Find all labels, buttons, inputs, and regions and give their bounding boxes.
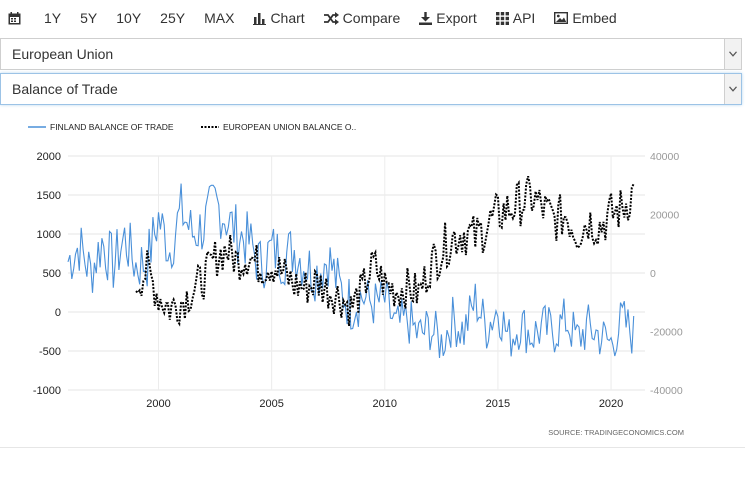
toolbar-label: MAX — [204, 10, 235, 26]
indicator-select[interactable]: Balance of Trade — [0, 73, 742, 105]
toolbar-label: 5Y — [80, 10, 98, 26]
image-icon — [554, 12, 572, 24]
toolbar-label: API — [512, 10, 536, 26]
legend-label-finland: FINLAND BALANCE OF TRADE — [50, 122, 174, 132]
y-left-tick-label: 1000 — [37, 229, 61, 241]
y-right-tick-label: 40000 — [650, 151, 679, 163]
country-select[interactable]: European Union — [0, 38, 742, 70]
series-line-finland — [67, 183, 635, 358]
toolbar-1y-button[interactable]: 1Y — [44, 10, 61, 26]
source-label: SOURCE: TRADINGECONOMICS.COM — [548, 428, 684, 437]
toolbar-label: Embed — [572, 10, 617, 26]
y-right-tick-label: 0 — [650, 268, 656, 280]
toolbar-10y-button[interactable]: 10Y — [116, 10, 141, 26]
toolbar-label: Compare — [342, 10, 401, 26]
toolbar-chart-button[interactable]: Chart — [253, 10, 305, 26]
divider — [0, 447, 745, 448]
y-right-tick-label: 20000 — [650, 210, 679, 222]
x-tick-label: 2015 — [486, 398, 510, 410]
legend-label-eu: EUROPEAN UNION BALANCE O.. — [223, 122, 356, 132]
download-icon — [419, 11, 436, 25]
toolbar-export-button[interactable]: Export — [419, 10, 477, 26]
x-tick-label: 2000 — [146, 398, 170, 410]
toolbar: 1Y 5Y 10Y 25Y MAX Chart Compare Export API Embed — [0, 0, 750, 36]
toolbar-compare-button[interactable]: Compare — [323, 10, 401, 26]
toolbar-label: Export — [436, 10, 477, 26]
x-tick-label: 2005 — [259, 398, 283, 410]
chevron-down-icon[interactable] — [724, 74, 741, 104]
calendar-icon — [8, 11, 25, 25]
toolbar-calendar-button[interactable] — [8, 11, 25, 25]
y-left-tick-label: -500 — [39, 346, 61, 358]
chevron-down-icon[interactable] — [724, 39, 741, 69]
y-left-tick-label: 1500 — [37, 190, 61, 202]
toolbar-embed-button[interactable]: Embed — [554, 10, 617, 26]
toolbar-25y-button[interactable]: 25Y — [160, 10, 185, 26]
y-right-tick-label: -40000 — [650, 385, 683, 397]
bar-chart-icon — [253, 12, 270, 25]
indicator-select-value: Balance of Trade — [12, 81, 118, 97]
x-tick-label: 2010 — [373, 398, 397, 410]
x-tick-label: 2020 — [599, 398, 623, 410]
country-select-value: European Union — [12, 46, 114, 62]
grid-icon — [495, 11, 513, 25]
trade-balance-chart: 2000 1500 1000 500 0 -500 -1000 40000 20000 0 -200… — [28, 122, 684, 437]
y-right-tick-label: -20000 — [650, 327, 683, 339]
toolbar-label: 25Y — [160, 10, 186, 26]
shuffle-icon — [323, 11, 343, 25]
toolbar-max-button[interactable]: MAX — [204, 10, 234, 26]
y-left-tick-label: 0 — [55, 307, 61, 319]
toolbar-api-button[interactable]: API — [495, 10, 536, 26]
toolbar-label: Chart — [270, 10, 305, 26]
toolbar-5y-button[interactable]: 5Y — [80, 10, 97, 26]
toolbar-label: 1Y — [44, 10, 62, 26]
toolbar-label: 10Y — [116, 10, 142, 26]
y-left-tick-label: 500 — [43, 268, 61, 280]
y-left-tick-label: 2000 — [37, 151, 61, 163]
chart-container: 2000 1500 1000 500 0 -500 -1000 40000 20000 0 -200… — [0, 108, 750, 448]
y-left-tick-label: -1000 — [33, 385, 61, 397]
